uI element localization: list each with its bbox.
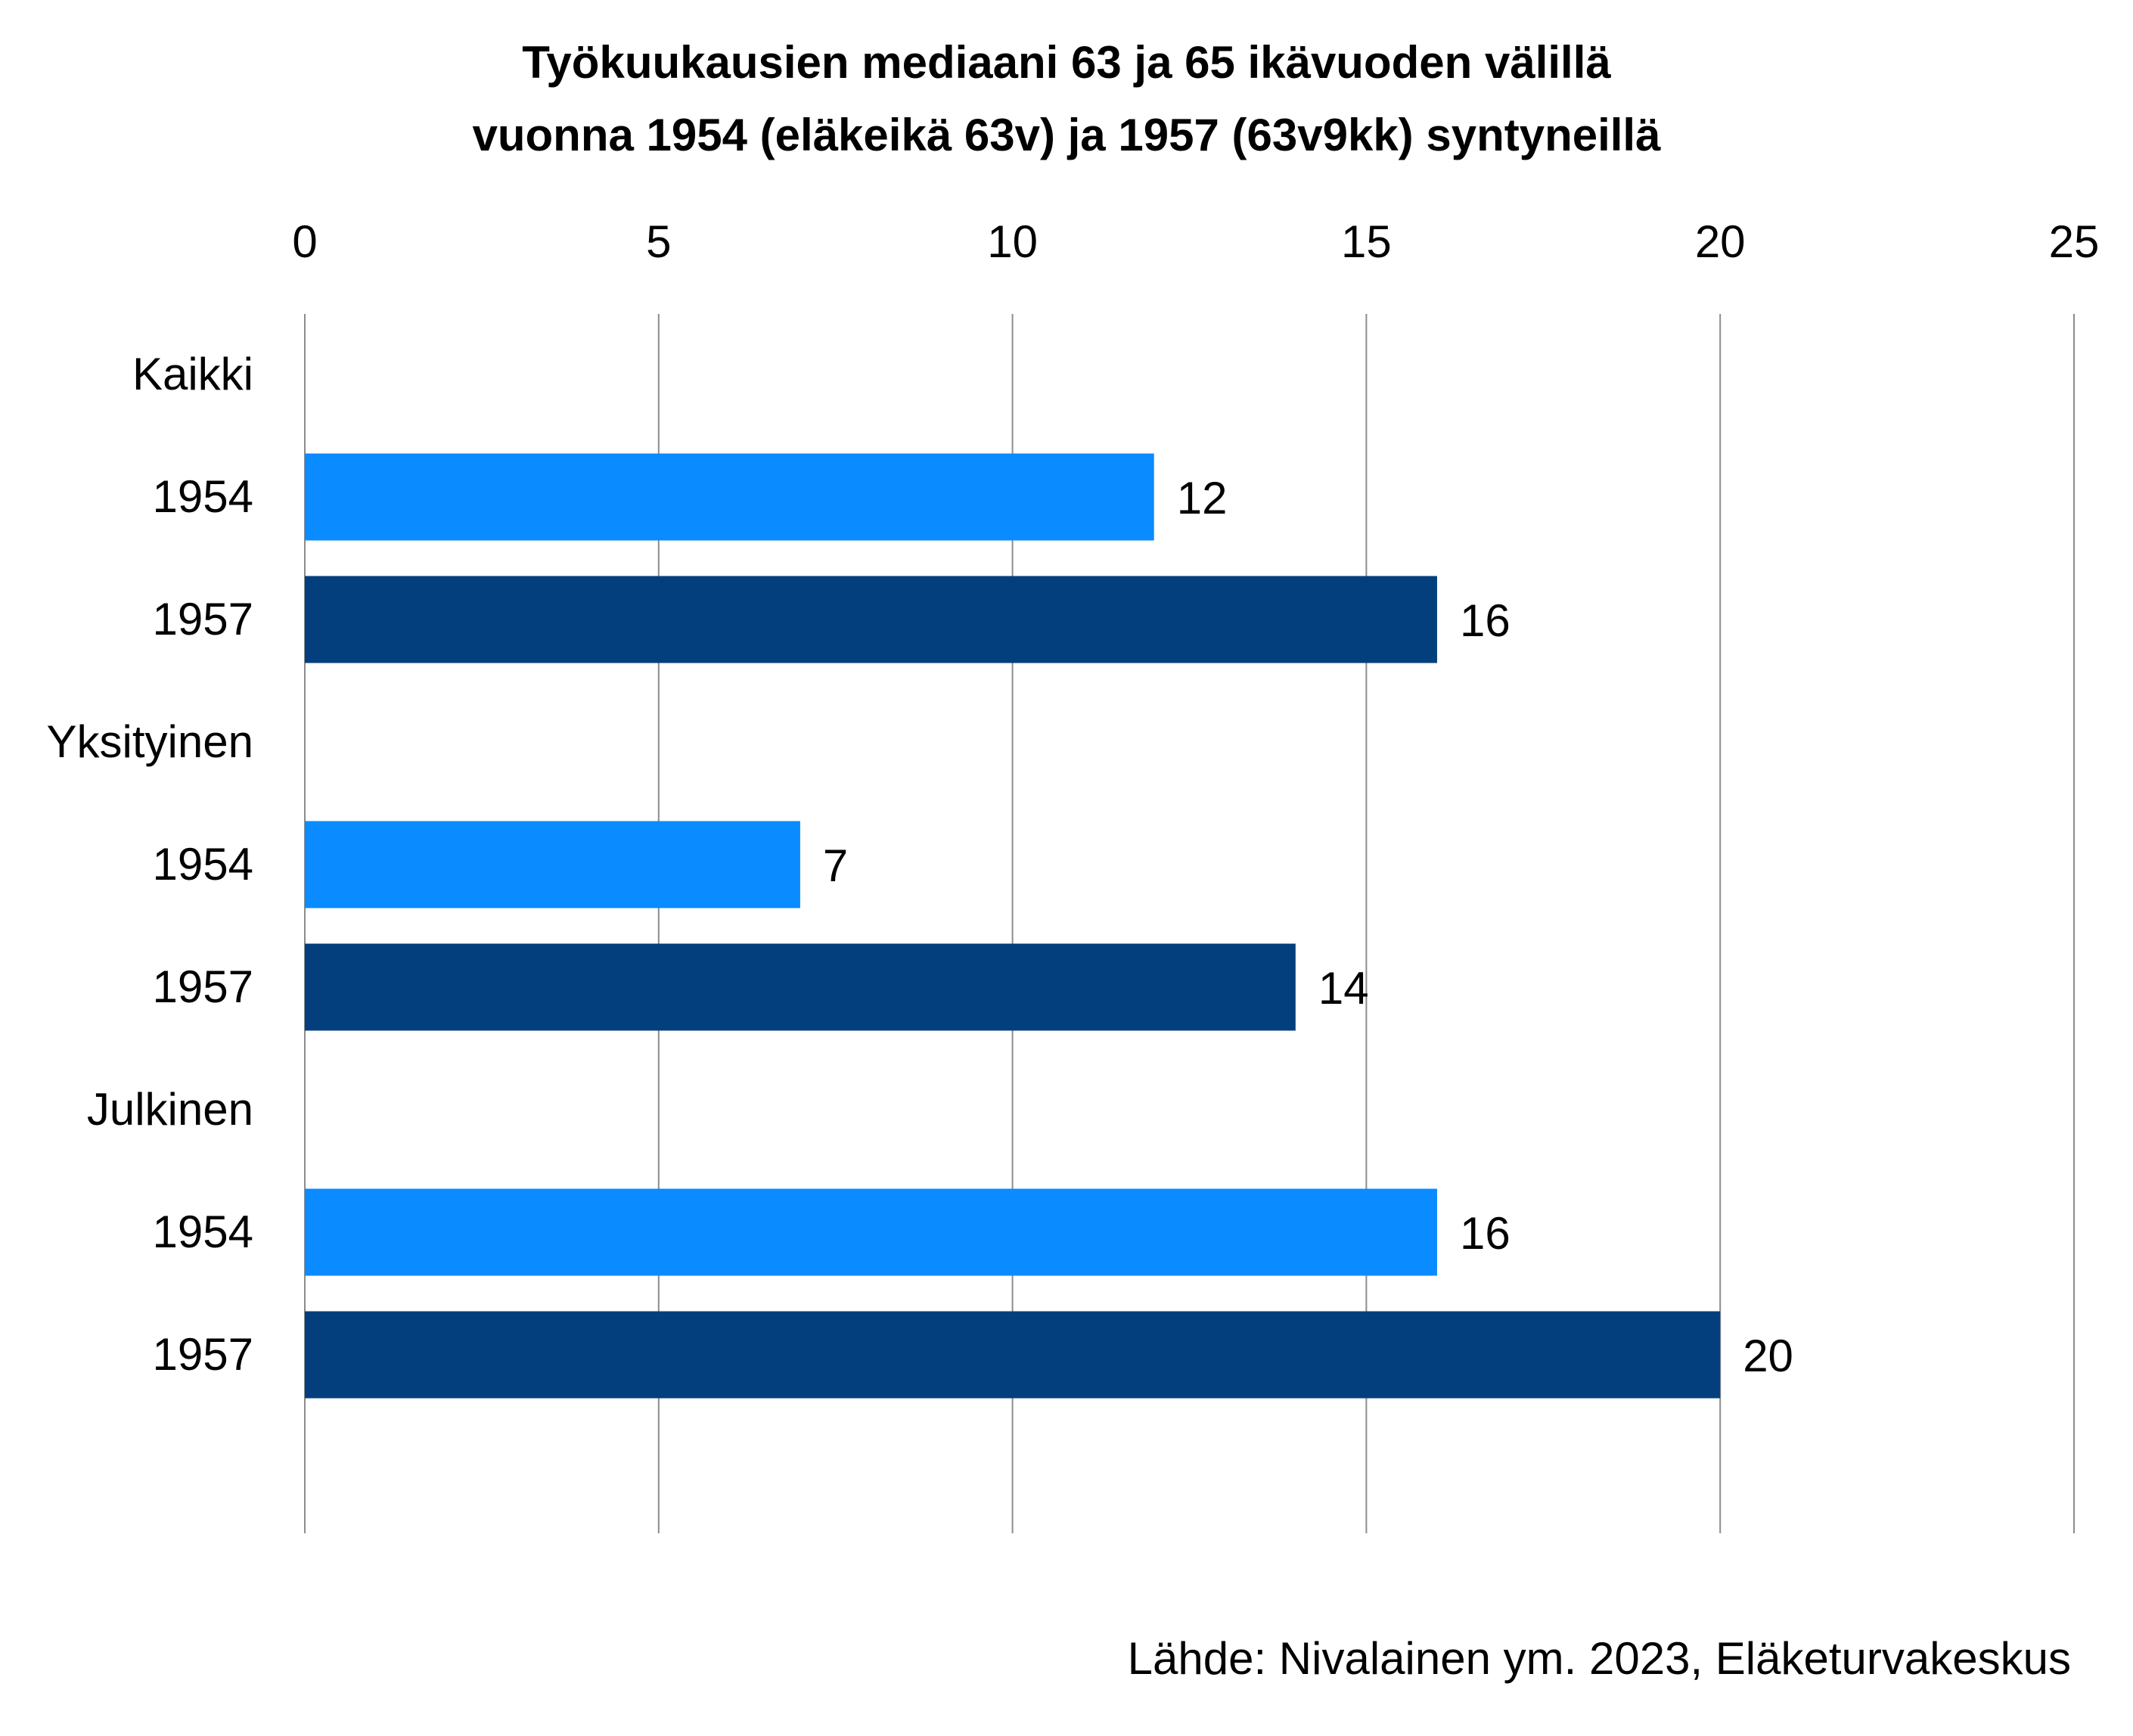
bar-yksityinen-1954 <box>305 821 800 908</box>
data-labels: 12 16 7 14 16 20 <box>823 473 1793 1381</box>
bar-category-label: 1954 <box>153 839 253 890</box>
x-axis-ticks: 0 5 10 15 20 25 <box>292 216 2099 267</box>
data-label-kaikki-1957: 16 <box>1460 595 1510 646</box>
data-label-kaikki-1954: 12 <box>1177 473 1228 523</box>
bar-kaikki-1954 <box>305 453 1154 541</box>
bar-julkinen-1954 <box>305 1188 1437 1276</box>
bar-julkinen-1957 <box>305 1311 1721 1399</box>
chart-title: Työkuukausien mediaani 63 ja 65 ikävuode… <box>473 37 1662 160</box>
data-label-yksityinen-1957: 14 <box>1318 963 1369 1014</box>
data-label-julkinen-1954: 16 <box>1460 1208 1510 1259</box>
x-tick-label-0: 0 <box>292 216 317 267</box>
bar-kaikki-1957 <box>305 576 1437 663</box>
group-label-yksityinen: Yksityinen <box>47 716 253 767</box>
category-labels: Kaikki 1954 1957 Yksityinen 1954 1957 Julkinen… <box>47 349 253 1380</box>
chart-title-line-1: Työkuukausien mediaani 63 ja 65 ikävuode… <box>522 37 1611 88</box>
x-tick-label-10: 10 <box>987 216 1038 267</box>
x-tick-label-20: 20 <box>1695 216 1746 267</box>
bar-yksityinen-1957 <box>305 943 1296 1031</box>
bar-category-label: 1957 <box>153 594 253 644</box>
chart-title-line-2: vuonna 1954 (eläkeikä 63v) ja 1957 (63v9… <box>473 110 1662 160</box>
bar-category-label: 1957 <box>153 1329 253 1380</box>
bar-category-label: 1954 <box>153 1207 253 1257</box>
source-note: Lähde: Nivalainen ym. 2023, Eläketurvake… <box>1128 1633 2071 1684</box>
x-tick-label-15: 15 <box>1341 216 1392 267</box>
group-label-julkinen: Julkinen <box>87 1084 253 1135</box>
bars <box>305 453 1721 1399</box>
data-label-yksityinen-1954: 7 <box>823 840 848 891</box>
data-label-julkinen-1957: 20 <box>1743 1331 1793 1381</box>
bar-category-label: 1954 <box>153 471 253 522</box>
group-label-kaikki: Kaikki <box>132 349 253 399</box>
x-tick-label-5: 5 <box>646 216 671 267</box>
bar-category-label: 1957 <box>153 961 253 1012</box>
x-tick-label-25: 25 <box>2049 216 2100 267</box>
